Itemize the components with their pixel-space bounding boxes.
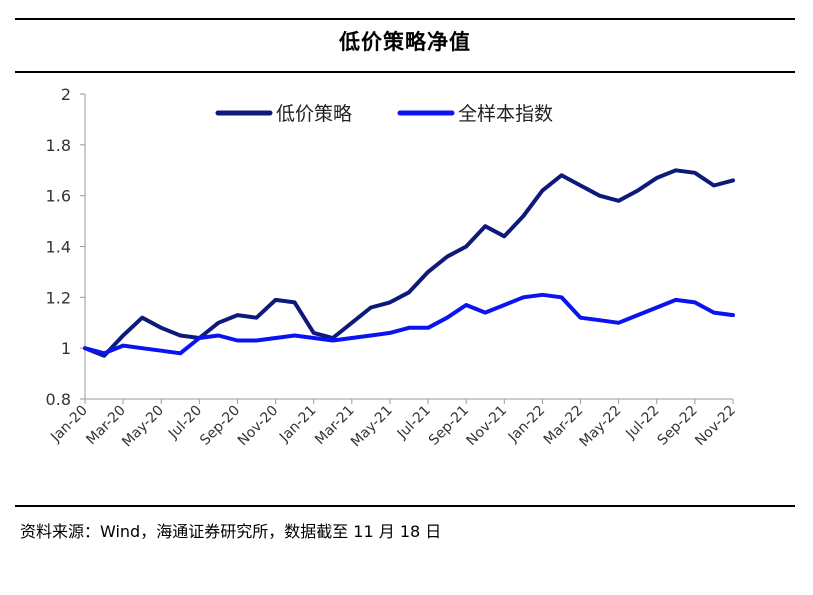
data-point xyxy=(521,214,526,218)
data-point xyxy=(159,326,163,330)
x-tick-label: May-20 xyxy=(119,403,167,451)
x-tick-label: Jan-20 xyxy=(47,403,90,446)
data-point xyxy=(712,311,716,315)
y-tick-label: 1 xyxy=(61,339,71,358)
data-point xyxy=(674,298,678,302)
data-point xyxy=(407,326,411,330)
data-point xyxy=(559,173,564,177)
data-point xyxy=(540,293,545,297)
data-point xyxy=(178,333,182,338)
data-point xyxy=(578,183,583,188)
data-point xyxy=(388,300,392,304)
x-tick-label: May-22 xyxy=(577,403,625,451)
data-point xyxy=(731,313,735,317)
data-point xyxy=(617,199,621,203)
data-point xyxy=(502,303,506,307)
data-point xyxy=(102,351,106,355)
data-point xyxy=(254,338,259,343)
data-point xyxy=(216,333,220,338)
legend: 低价策略 全样本指数 xyxy=(215,103,553,125)
data-point xyxy=(274,298,278,302)
data-point xyxy=(655,176,659,180)
data-point xyxy=(464,244,468,249)
data-point xyxy=(178,351,182,355)
data-point xyxy=(140,346,144,350)
data-point xyxy=(445,255,449,259)
data-point xyxy=(578,316,583,320)
chart-title: 低价策略净值 xyxy=(339,30,471,54)
x-tick-label: Jan-22 xyxy=(505,403,548,446)
data-point xyxy=(254,316,259,320)
x-tick-label: Jan-21 xyxy=(276,403,319,446)
data-point xyxy=(369,333,373,338)
data-point xyxy=(426,270,430,274)
title-rule xyxy=(15,71,795,73)
series-line-1 xyxy=(83,292,735,356)
data-point xyxy=(731,178,735,182)
x-tick-label: Nov-22 xyxy=(692,403,739,450)
data-point xyxy=(445,316,449,320)
data-point xyxy=(407,290,411,294)
series-group xyxy=(83,168,735,358)
data-point xyxy=(369,305,373,310)
data-point xyxy=(83,346,87,350)
data-point xyxy=(521,295,526,299)
data-point xyxy=(235,313,240,317)
data-point xyxy=(598,318,602,322)
legend-label-0: 低价策略 xyxy=(276,103,352,125)
data-point xyxy=(483,224,487,228)
x-tick-label: Sep-21 xyxy=(426,403,472,449)
data-point xyxy=(293,300,297,304)
data-point xyxy=(274,336,278,340)
data-point xyxy=(540,189,545,193)
y-tick-label: 1.4 xyxy=(46,238,71,257)
data-point xyxy=(235,338,240,343)
data-point xyxy=(636,189,640,193)
top-rule xyxy=(15,18,795,20)
data-point xyxy=(693,300,697,304)
y-tick-label: 2 xyxy=(61,85,71,104)
data-point xyxy=(350,336,354,340)
data-point xyxy=(312,331,316,335)
data-point xyxy=(674,168,678,172)
data-point xyxy=(464,303,468,307)
line-chart: 0.811.21.41.61.82Jan-20Mar-20May-20Jul-2… xyxy=(46,85,739,450)
data-point xyxy=(388,331,392,335)
data-point xyxy=(350,321,354,325)
data-point xyxy=(159,349,163,353)
y-tick-label: 0.8 xyxy=(46,390,71,409)
data-point xyxy=(121,344,125,348)
data-point xyxy=(312,336,316,340)
y-tick-label: 1.2 xyxy=(46,288,71,307)
source-note: 资料来源：Wind，海通证券研究所，数据截至 11 月 18 日 xyxy=(20,522,442,541)
legend-label-1: 全样本指数 xyxy=(458,103,553,125)
data-point xyxy=(331,338,335,343)
axes: 0.811.21.41.61.82Jan-20Mar-20May-20Jul-2… xyxy=(46,85,739,450)
x-tick-label: May-21 xyxy=(348,403,396,451)
data-point xyxy=(693,171,697,175)
y-tick-label: 1.6 xyxy=(46,187,71,206)
data-point xyxy=(712,183,716,188)
data-point xyxy=(121,333,125,338)
x-tick-label: Sep-20 xyxy=(197,403,243,449)
data-point xyxy=(598,194,602,198)
data-point xyxy=(197,336,201,340)
y-tick-label: 1.8 xyxy=(46,136,71,155)
x-tick-label: Nov-21 xyxy=(464,403,511,450)
x-tick-label: Nov-20 xyxy=(235,403,282,450)
data-point xyxy=(559,295,564,299)
data-point xyxy=(483,311,487,315)
data-point xyxy=(293,333,297,338)
data-point xyxy=(426,326,430,330)
data-point xyxy=(617,321,621,325)
data-point xyxy=(140,316,144,320)
data-point xyxy=(502,234,506,238)
bottom-rule xyxy=(15,505,795,507)
data-point xyxy=(636,313,640,317)
data-point xyxy=(216,321,220,325)
data-point xyxy=(655,305,659,310)
x-tick-label: Sep-22 xyxy=(655,403,701,449)
